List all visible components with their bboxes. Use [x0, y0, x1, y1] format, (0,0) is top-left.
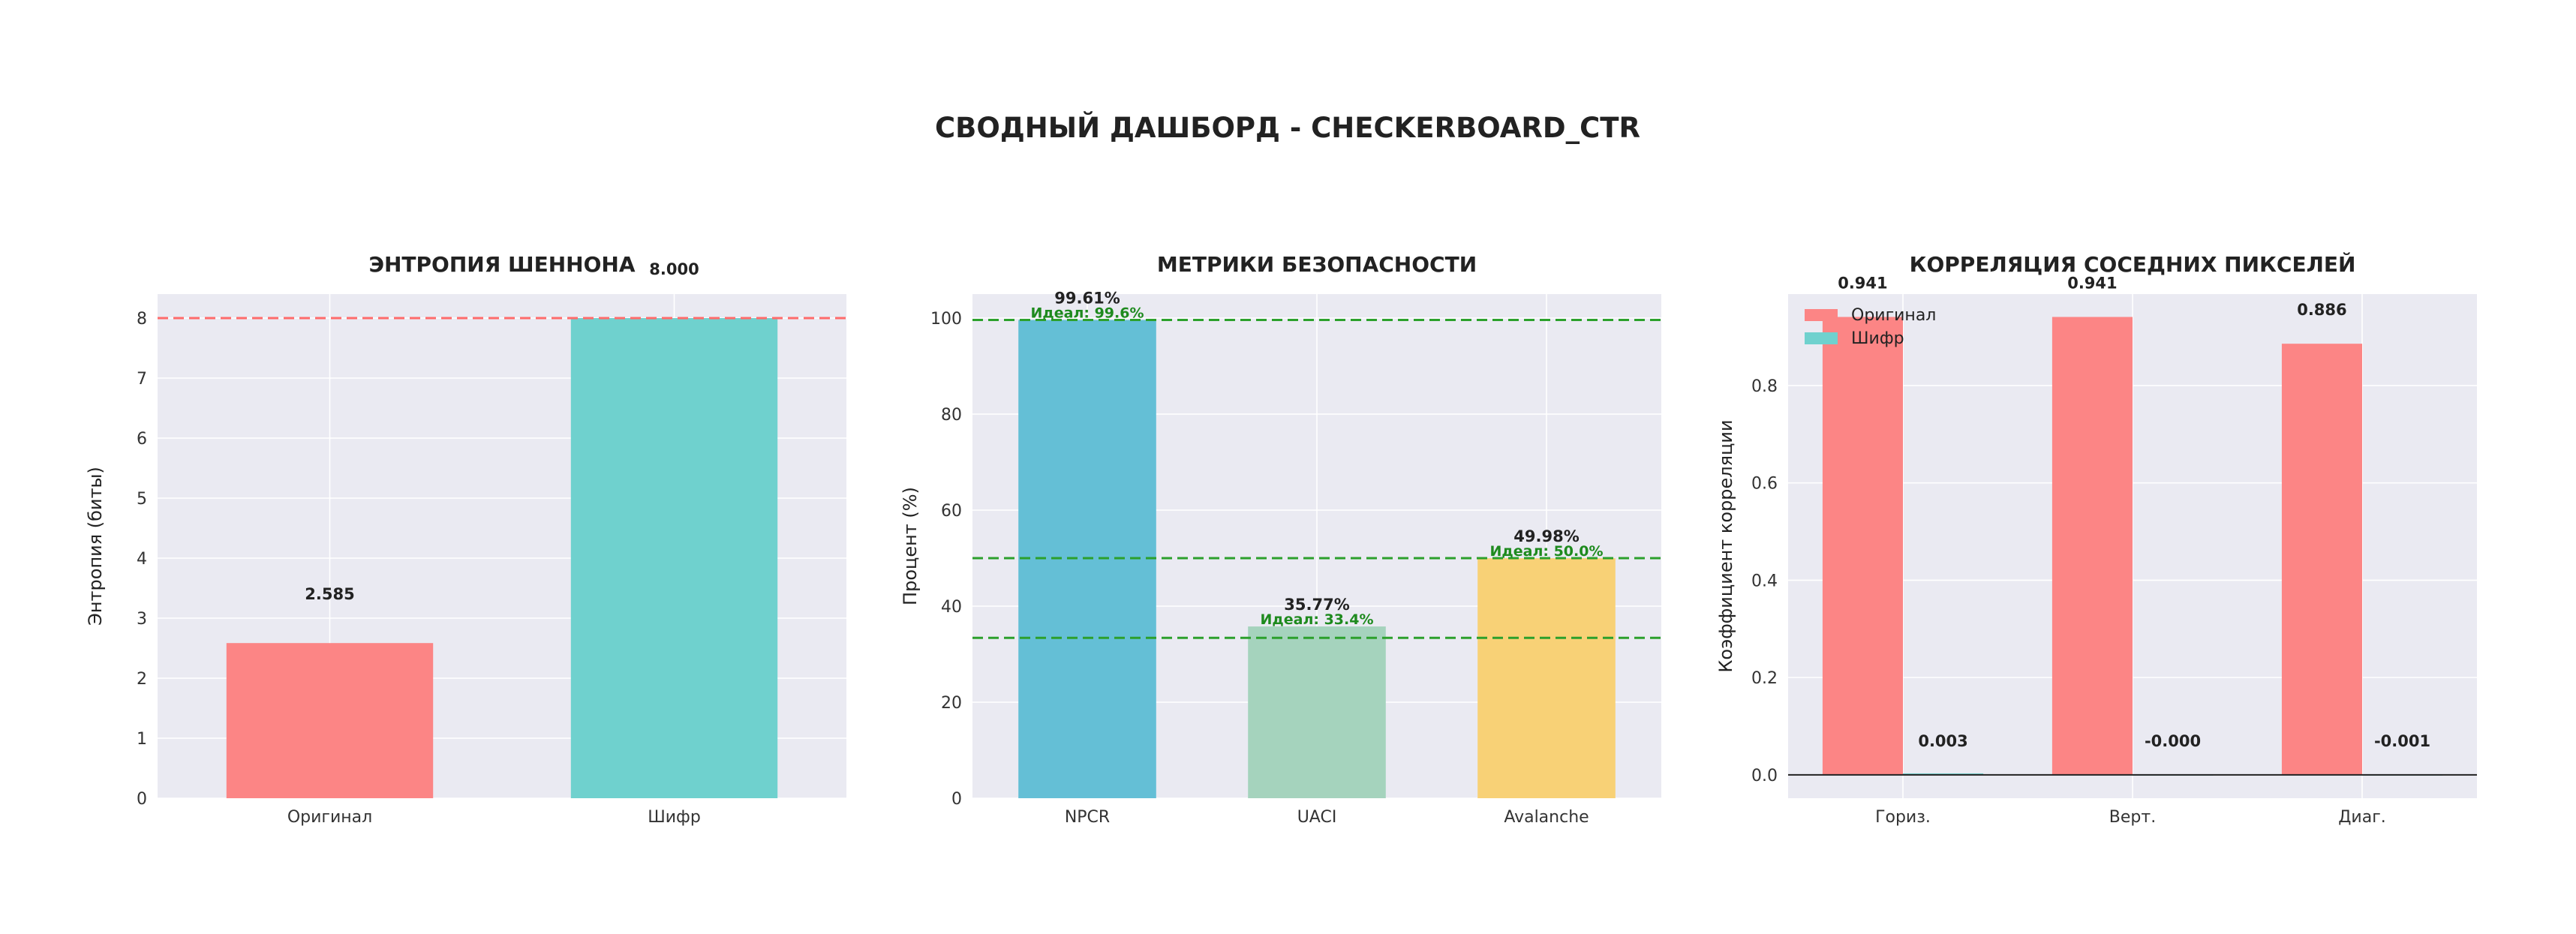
y-tick-label: 2	[137, 670, 147, 689]
ideal-label: Идеал: 33.4%	[1261, 611, 1374, 628]
data-label: -0.001	[2374, 732, 2430, 750]
y-tick-label: 0.0	[1751, 767, 1778, 785]
data-label: 2.585	[305, 585, 354, 603]
y-tick-label: 0	[137, 790, 147, 809]
y-tick-label: 0.6	[1751, 475, 1778, 494]
legend-swatch	[1805, 332, 1838, 344]
y-tick-label: 0.4	[1751, 572, 1778, 590]
bar-Avalanche	[1477, 558, 1616, 798]
y-tick-label: 60	[941, 502, 962, 521]
y-tick-label: 1	[137, 730, 147, 749]
y-axis-label: Процент (%)	[900, 487, 921, 605]
panel-title: КОРРЕЛЯЦИЯ СОСЕДНИХ ПИКСЕЛЕЙ	[1910, 251, 2356, 277]
data-label: 0.003	[1918, 732, 1967, 750]
y-tick-label: 80	[941, 406, 962, 425]
x-tick-label: Avalanche	[1504, 808, 1589, 827]
x-tick-label: Шифр	[648, 808, 701, 827]
data-label: 35.77%	[1284, 596, 1349, 614]
x-tick-label: NPCR	[1065, 808, 1110, 827]
chart-panel-3: КОРРЕЛЯЦИЯ СОСЕДНИХ ПИКСЕЛЕЙ Коэффициент …	[1715, 251, 2477, 827]
chart-panel-1: ЭНТРОПИЯ ШЕННОНА Энтропия (биты) 0 1 2 3 4 5 6 7 8…	[85, 252, 846, 827]
data-label: 99.61%	[1054, 289, 1120, 307]
x-tick-label: UACI	[1297, 808, 1337, 827]
x-tick-label: Верт.	[2109, 808, 2156, 827]
y-tick-label: 40	[941, 598, 962, 617]
data-label: 49.98%	[1513, 527, 1579, 545]
chart-panel-2: МЕТРИКИ БЕЗОПАСНОСТИ Процент (%) 0 20 40 60 80…	[900, 252, 1661, 827]
y-tick-label: 6	[137, 430, 147, 449]
y-tick-label: 0	[951, 790, 962, 809]
data-label: 8.000	[649, 260, 699, 278]
data-label: 0.886	[2297, 301, 2346, 319]
bar-UACI	[1248, 626, 1386, 798]
y-tick-label: 20	[941, 694, 962, 713]
charts: ЭНТРОПИЯ ШЕННОНА Энтропия (биты) 0 1 2 3 4 5 6 7 8…	[85, 251, 2477, 827]
x-tick-label: Диаг.	[2338, 808, 2386, 827]
y-tick-label: 3	[137, 610, 147, 629]
bar-Оригинал-Верт.	[2051, 317, 2133, 775]
panel-title: ЭНТРОПИЯ ШЕННОНА	[368, 252, 635, 277]
legend-swatch	[1805, 309, 1838, 321]
legend: Оригинал Шифр	[1805, 306, 1936, 348]
y-tick-label: 5	[137, 490, 147, 509]
y-tick-label: 8	[137, 310, 147, 329]
y-axis-label: Энтропия (биты)	[85, 467, 106, 626]
bar-Оригинал-Гориз.	[1822, 317, 1903, 775]
ideal-label: Идеал: 99.6%	[1031, 305, 1144, 321]
y-axis-label: Коэффициент корреляции	[1715, 419, 1736, 672]
data-label: 0.941	[2067, 274, 2117, 292]
y-tick-label: 0.2	[1751, 669, 1778, 688]
y-tick-label: 4	[137, 550, 147, 569]
legend-label: Оригинал	[1851, 306, 1936, 325]
bar-Оригинал	[226, 643, 434, 798]
y-tick-label: 0.8	[1751, 377, 1778, 396]
data-label: 0.941	[1838, 274, 1887, 292]
x-tick-label: Оригинал	[287, 808, 372, 827]
x-tick-label: Гориз.	[1875, 808, 1931, 827]
bar-Шифр	[570, 318, 778, 798]
panel-title: МЕТРИКИ БЕЗОПАСНОСТИ	[1157, 252, 1477, 277]
data-label: -0.000	[2145, 732, 2201, 750]
bar-Оригинал-Диаг.	[2281, 344, 2362, 775]
legend-label: Шифр	[1851, 329, 1904, 348]
y-tick-label: 7	[137, 370, 147, 389]
ideal-label: Идеал: 50.0%	[1490, 543, 1604, 560]
dashboard-title: СВОДНЫЙ ДАШБОРД - CHECKERBOARD_CTR	[935, 111, 1640, 144]
y-tick-label: 100	[930, 310, 962, 329]
